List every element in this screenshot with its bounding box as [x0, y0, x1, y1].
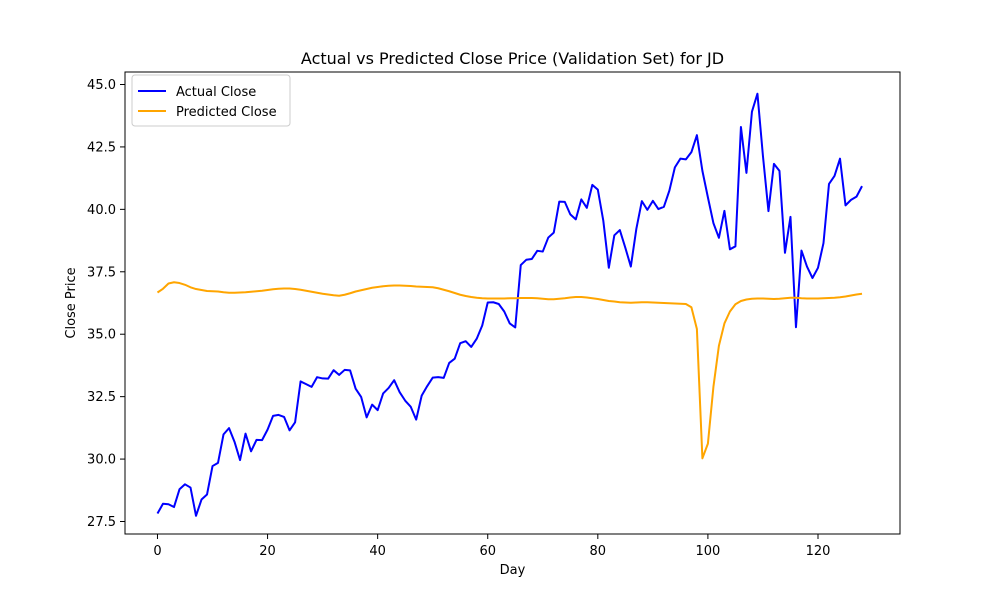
series-layer	[156, 92, 863, 517]
legend-box	[131, 74, 291, 127]
x-tick-label: 120	[806, 544, 831, 559]
y-axis-title: Close Price	[64, 267, 79, 338]
x-tick-label: 100	[695, 544, 720, 559]
x-axis-title: Day	[500, 563, 526, 578]
x-tick-label: 20	[259, 544, 276, 559]
series-line-predicted-close	[156, 281, 863, 460]
legend-label-predicted-close: Predicted Close	[176, 105, 277, 120]
y-tick-label: 40.0	[87, 203, 116, 218]
y-tick-label: 42.5	[87, 140, 116, 155]
plot-area	[124, 71, 901, 535]
y-tick-label: 35.0	[87, 328, 116, 343]
series-line-actual-close	[156, 92, 863, 517]
y-axis: 27.5 30.0 32.5 35.0 37.5 40.0 42.5 45.0	[87, 78, 125, 530]
x-tick-label: 0	[153, 544, 161, 559]
y-tick-label: 45.0	[87, 78, 116, 93]
x-tick-label: 40	[369, 544, 386, 559]
x-axis: 0 20 40 60 80 100 120	[153, 534, 830, 559]
plot-frame	[124, 71, 901, 535]
y-tick-label: 27.5	[87, 515, 116, 530]
y-tick-label: 32.5	[87, 390, 116, 405]
x-tick-label: 80	[590, 544, 607, 559]
y-tick-label: 37.5	[87, 265, 116, 280]
legend: Actual Close Predicted Close	[131, 74, 291, 127]
chart-title: Actual vs Predicted Close Price (Validat…	[301, 49, 724, 68]
y-tick-label: 30.0	[87, 453, 116, 468]
legend-label-actual-close: Actual Close	[176, 85, 256, 100]
x-tick-label: 60	[479, 544, 496, 559]
